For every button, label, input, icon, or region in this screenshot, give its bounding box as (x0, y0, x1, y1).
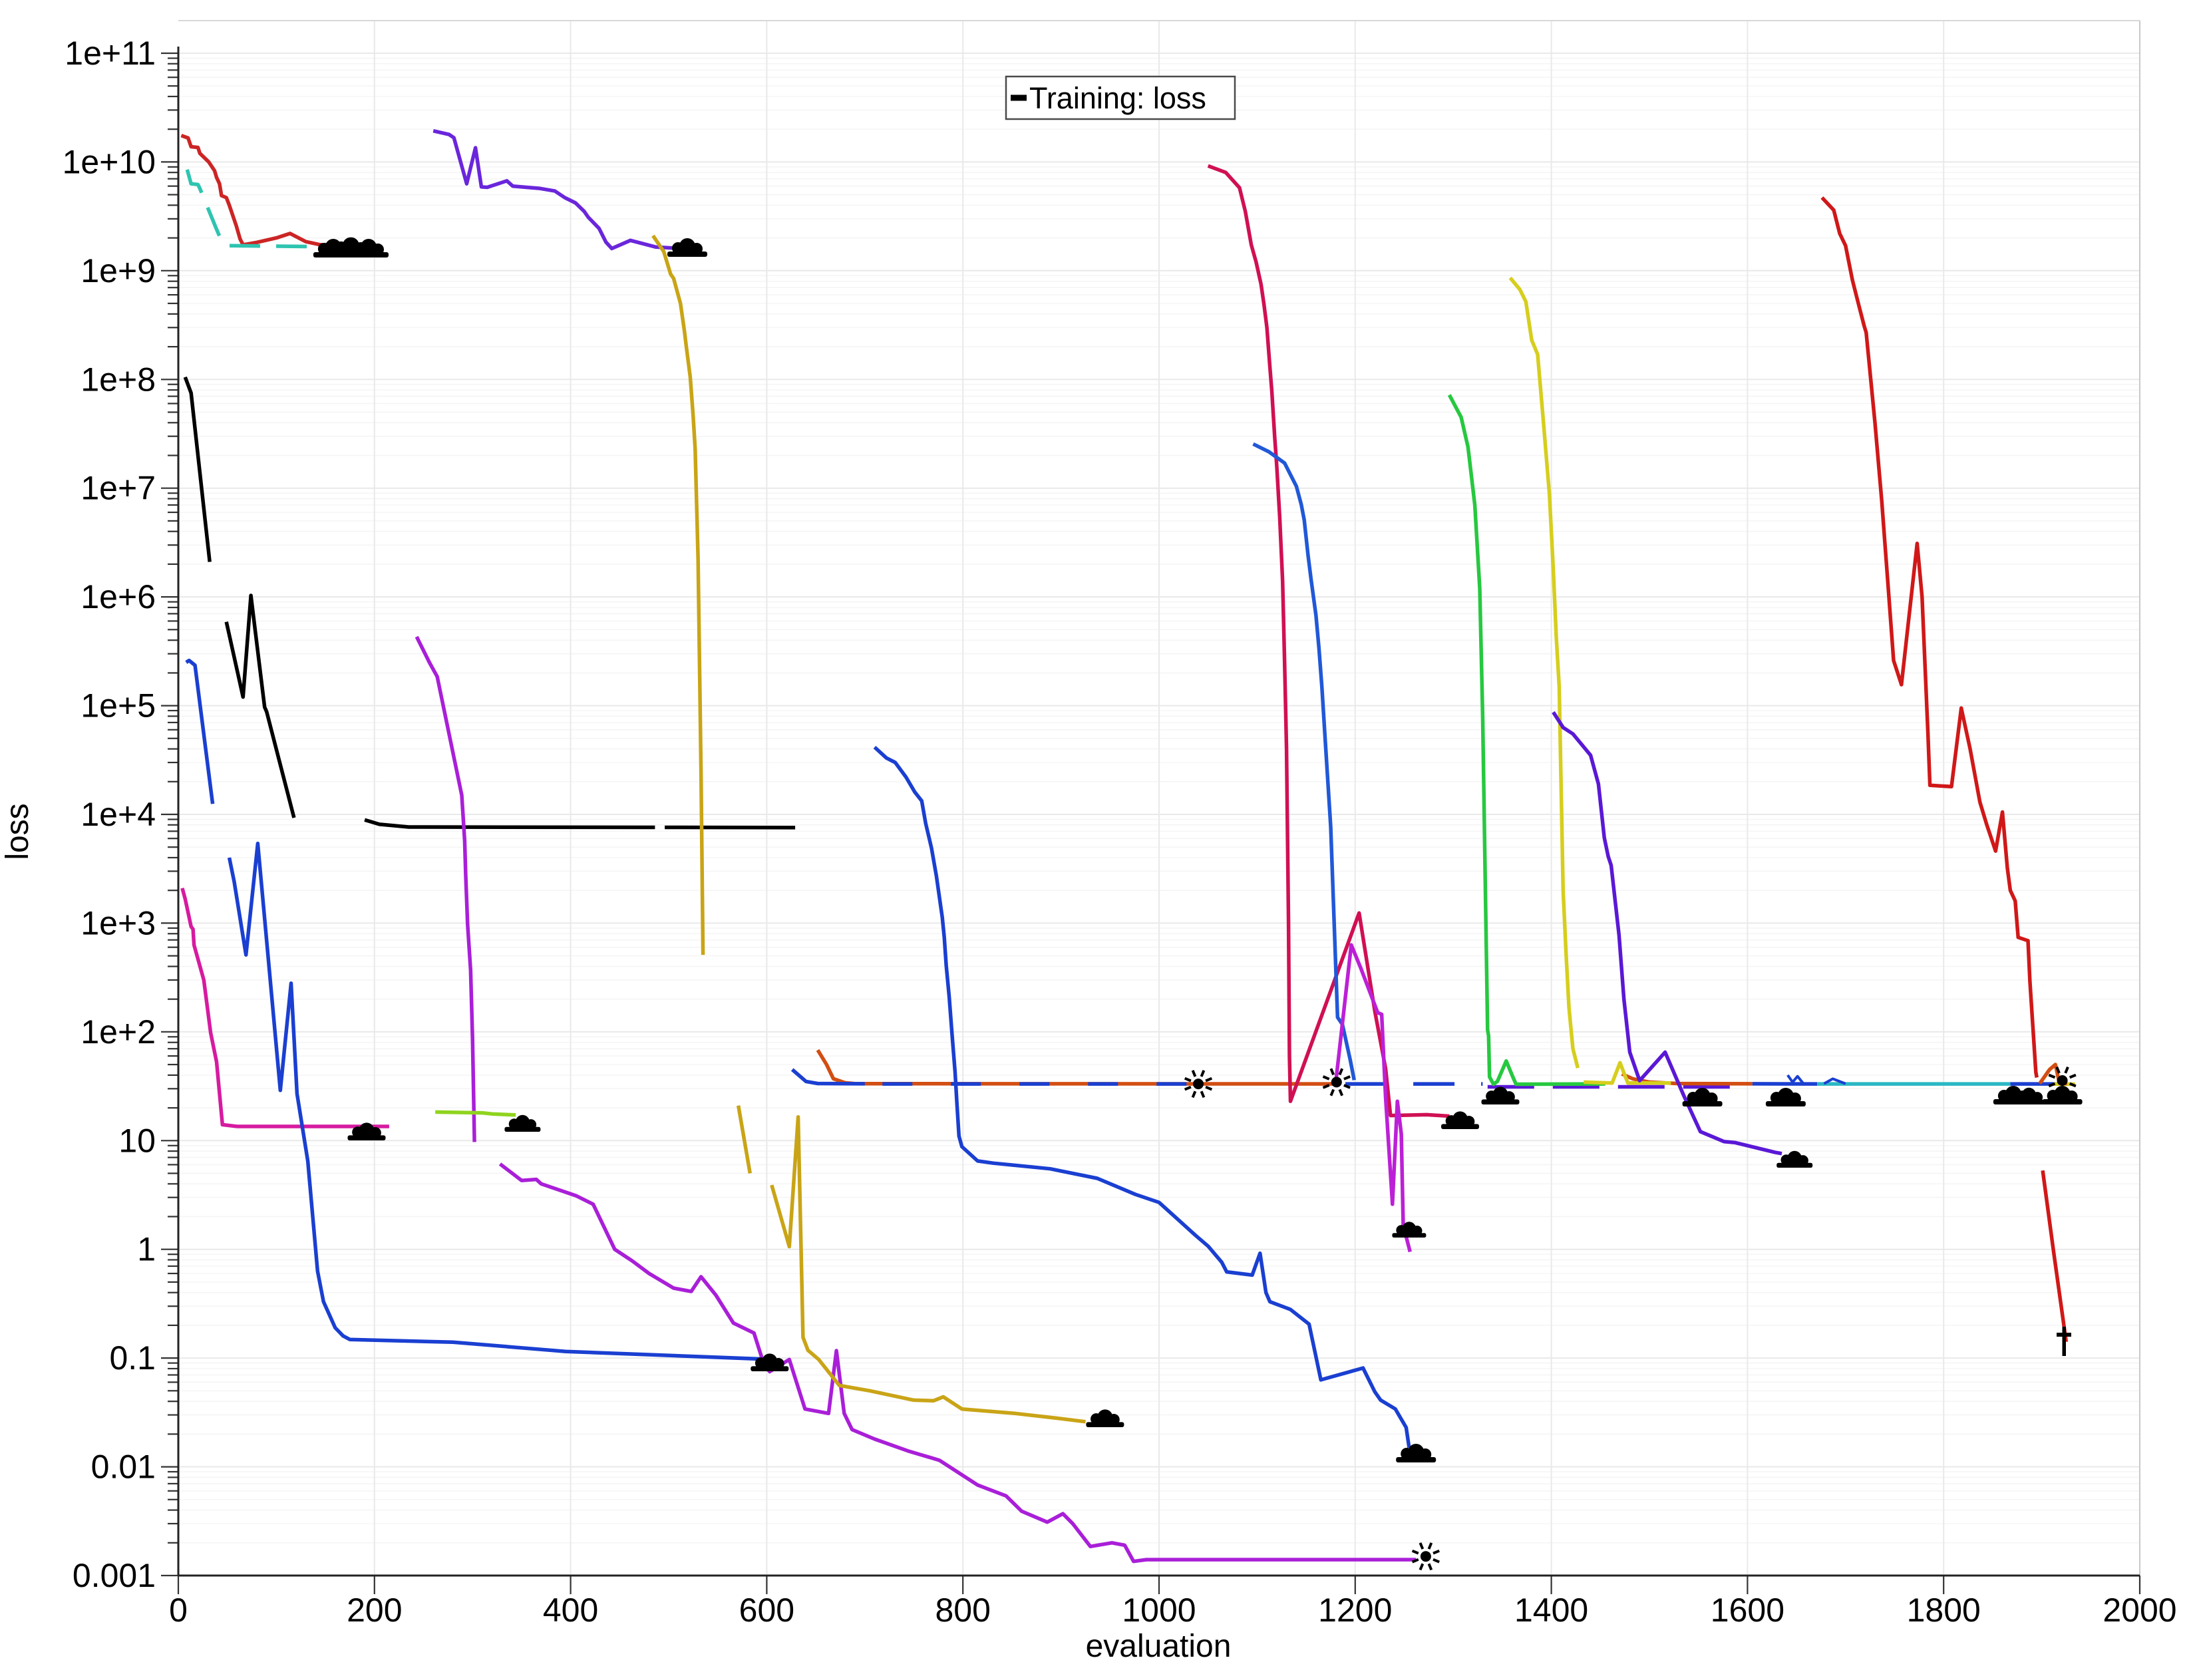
svg-text:2000: 2000 (2103, 1592, 2176, 1629)
svg-text:1e+11: 1e+11 (65, 35, 156, 72)
svg-text:1e+8: 1e+8 (81, 361, 156, 398)
svg-text:0.01: 0.01 (91, 1448, 156, 1486)
svg-text:1e+6: 1e+6 (81, 578, 156, 615)
svg-text:200: 200 (347, 1592, 402, 1629)
svg-text:1000: 1000 (1122, 1592, 1196, 1629)
svg-text:0.001: 0.001 (73, 1557, 156, 1594)
svg-text:1e+7: 1e+7 (81, 470, 156, 507)
svg-text:400: 400 (543, 1592, 598, 1629)
svg-text:1e+2: 1e+2 (81, 1013, 156, 1051)
svg-text:10: 10 (118, 1122, 156, 1159)
svg-text:0: 0 (169, 1592, 188, 1629)
svg-text:1: 1 (137, 1231, 156, 1268)
svg-text:1400: 1400 (1514, 1592, 1588, 1629)
svg-text:1e+3: 1e+3 (81, 904, 156, 941)
svg-text:1600: 1600 (1711, 1592, 1784, 1629)
svg-text:0.1: 0.1 (109, 1339, 156, 1377)
svg-text:1e+4: 1e+4 (81, 796, 156, 833)
svg-text:600: 600 (739, 1592, 794, 1629)
svg-text:Training: loss: Training: loss (1029, 81, 1206, 115)
svg-text:evaluation: evaluation (1086, 1629, 1232, 1664)
svg-text:1e+5: 1e+5 (81, 687, 156, 725)
svg-text:1800: 1800 (1907, 1592, 1981, 1629)
svg-text:1e+9: 1e+9 (81, 252, 156, 289)
svg-text:1e+10: 1e+10 (63, 143, 156, 180)
svg-text:800: 800 (935, 1592, 990, 1629)
svg-text:loss: loss (0, 803, 35, 860)
svg-text:1200: 1200 (1318, 1592, 1392, 1629)
